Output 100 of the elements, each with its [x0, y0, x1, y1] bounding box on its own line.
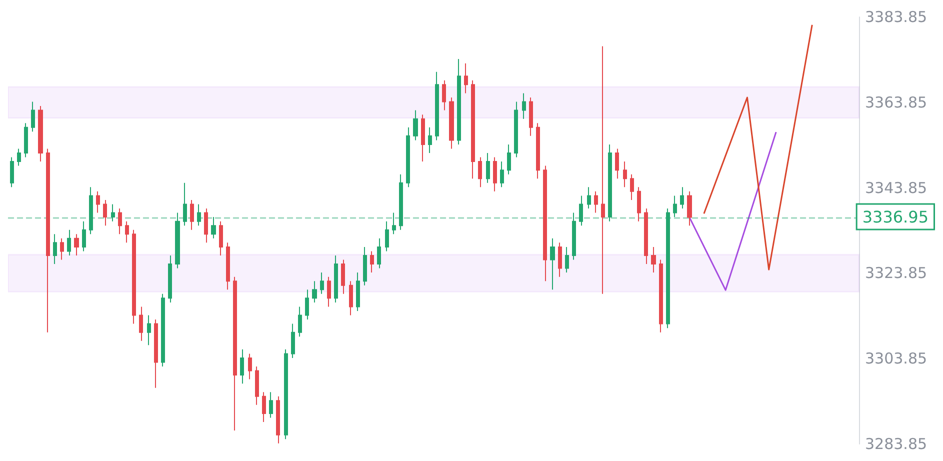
candlestick [53, 234, 57, 265]
candlestick [457, 58, 461, 145]
candlestick [262, 392, 266, 423]
candlestick [24, 122, 28, 158]
candlestick [31, 101, 35, 132]
candlestick [125, 220, 129, 244]
candlestick [96, 190, 100, 214]
candlestick [377, 238, 381, 269]
candlestick [550, 238, 555, 290]
candlestick [82, 220, 86, 252]
candlestick [486, 152, 490, 184]
y-tick-label: 3383.85 [865, 8, 928, 26]
candlestick [421, 114, 425, 162]
candlestick [284, 348, 288, 440]
candlestick [320, 272, 324, 294]
candlestick [204, 208, 208, 244]
candlestick [291, 323, 295, 358]
candlestick [197, 204, 201, 226]
candlestick [558, 242, 562, 278]
y-tick-label: 3323.85 [865, 264, 928, 282]
candlestick [233, 276, 237, 432]
candlestick [89, 186, 93, 235]
candlestick [305, 289, 309, 320]
candlestick [399, 174, 403, 230]
candlestick [680, 186, 684, 210]
candlestick [644, 208, 648, 265]
y-tick-label: 3303.85 [865, 350, 928, 368]
candlestick [572, 212, 576, 260]
candlestick [464, 62, 468, 94]
candlestick [623, 161, 627, 188]
candlestick [154, 319, 158, 388]
candlestick [608, 144, 612, 222]
candlestick [493, 156, 497, 192]
candlestick [651, 246, 656, 274]
candlestick [74, 234, 79, 256]
candlestick [385, 220, 389, 252]
candlestick [269, 392, 273, 418]
candlestick [103, 199, 107, 226]
candlestick [67, 229, 71, 256]
candlestick [370, 250, 374, 274]
candlestick [211, 216, 216, 239]
candlestick [240, 348, 244, 384]
candlestick [413, 110, 418, 141]
candlestick [226, 242, 230, 290]
candlestick [687, 190, 692, 226]
candlestick [659, 259, 663, 333]
candlestick [392, 212, 396, 235]
candlestick [471, 80, 475, 180]
candlestick [341, 259, 345, 294]
candlestick [60, 238, 64, 260]
candlestick [161, 293, 165, 367]
candlestick [428, 126, 432, 154]
candlestick [298, 306, 302, 338]
candlestick [111, 204, 115, 222]
candlestick [615, 148, 619, 180]
candlestick [514, 101, 518, 158]
candlestick [190, 199, 194, 230]
candlestick [363, 246, 367, 286]
candlestick [46, 148, 50, 333]
candlestick [529, 96, 533, 136]
candlestick [673, 195, 677, 218]
candlestick [175, 212, 180, 269]
candlestick [276, 396, 280, 444]
candlestick [435, 71, 439, 141]
ref-line-label: 3336.95 [862, 207, 929, 226]
candlestick [17, 148, 21, 166]
candlestick [118, 208, 122, 235]
candlestick [507, 144, 511, 175]
candlestick [579, 195, 583, 226]
candlestick [255, 366, 259, 406]
y-tick-label: 3343.85 [865, 178, 928, 197]
candlestick [543, 165, 547, 282]
candlestick [334, 254, 338, 303]
candlestick [248, 353, 252, 380]
candlestick [449, 96, 454, 150]
candlestick [637, 186, 641, 222]
line-series [703, 24, 813, 270]
candlestick [536, 122, 540, 180]
candlestick [601, 46, 605, 294]
candlestick [219, 220, 223, 256]
candlestick [594, 190, 598, 214]
candlestick [132, 229, 136, 324]
candlestick [10, 156, 14, 188]
candlestick [349, 280, 353, 316]
candlestick [587, 186, 591, 210]
candlestick [183, 182, 187, 226]
candlestick [38, 106, 43, 162]
candlestick [630, 174, 634, 200]
candlestick [522, 92, 526, 120]
candlestick [666, 208, 670, 329]
candlestick [147, 314, 151, 346]
candlestick [327, 276, 331, 308]
candlestick [168, 254, 172, 303]
candlestick [478, 156, 482, 188]
candlestick [406, 126, 410, 188]
candlestick [356, 272, 360, 312]
y-tick-label: 3283.85 [865, 435, 928, 453]
candlestick [500, 161, 504, 188]
candlestick [312, 280, 317, 303]
candlestick [442, 80, 446, 111]
